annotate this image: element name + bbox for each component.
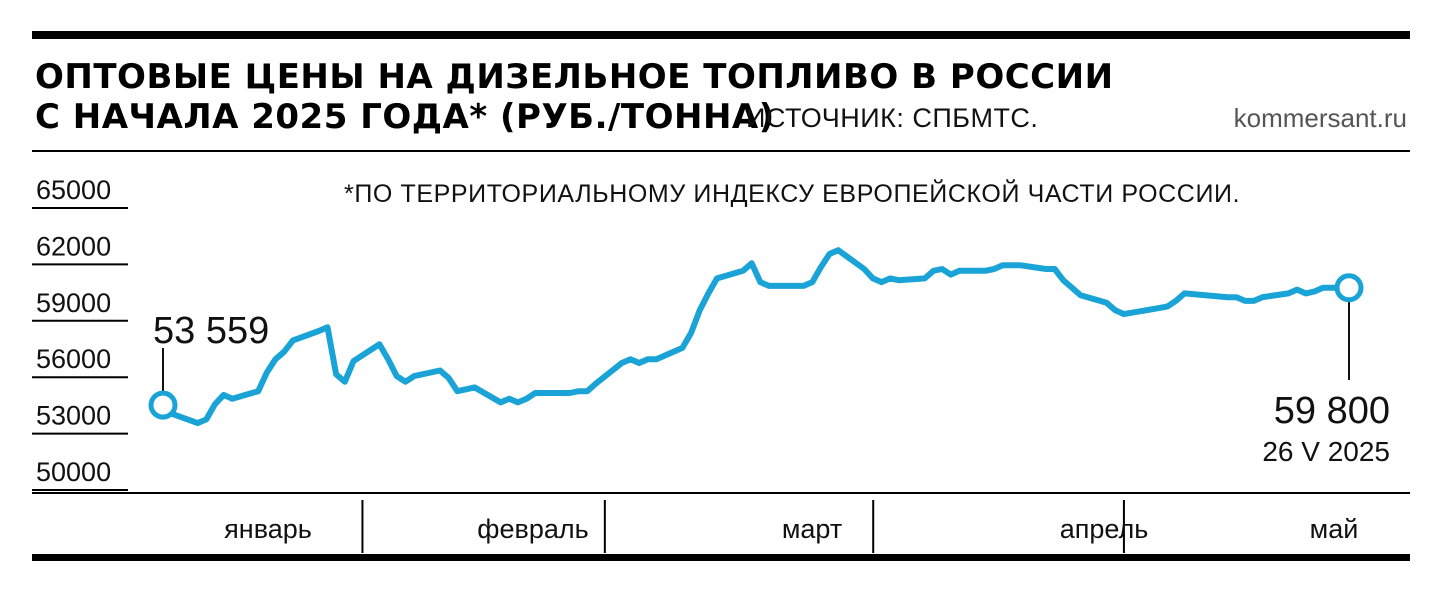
y-tick-label: 59000: [36, 288, 111, 318]
top-rule: [32, 31, 1410, 39]
month-label: май: [1310, 514, 1359, 544]
bottom-rule: [32, 554, 1410, 561]
start-value-label: 53 559: [153, 310, 269, 352]
chart-title-line1: ОПТОВЫЕ ЦЕНЫ НА ДИЗЕЛЬНОЕ ТОПЛИВО В РОСС…: [35, 57, 1114, 97]
source-label: ИСТОЧНИК: СПБМТС.: [746, 103, 1039, 133]
y-tick-label: 50000: [36, 457, 111, 487]
y-tick-label: 62000: [36, 231, 111, 261]
plot-area: 53 559 59 800 26 V 2025: [148, 247, 1390, 467]
month-label: февраль: [477, 514, 588, 544]
x-axis-line: [32, 492, 1410, 494]
end-date-label: 26 V 2025: [1262, 436, 1390, 467]
footnote: *ПО ТЕРРИТОРИАЛЬНОМУ ИНДЕКСУ ЕВРОПЕЙСКОЙ…: [344, 180, 1241, 208]
month-label: апрель: [1060, 514, 1149, 544]
month-axis: январь февраль март апрель май: [224, 500, 1358, 553]
site-label: kommersant.ru: [1233, 103, 1407, 133]
y-tick-label: 56000: [36, 344, 111, 374]
y-tick-label: 53000: [36, 401, 111, 431]
month-label: январь: [224, 514, 312, 544]
series-line: [160, 247, 1352, 427]
end-value-label: 59 800: [1274, 390, 1390, 432]
y-tick-label: 65000: [36, 175, 111, 205]
start-point-marker: [148, 390, 178, 420]
end-point-marker: [1334, 273, 1364, 303]
chart-title-line2: С НАЧАЛА 2025 ГОДА* (РУБ./ТОННА): [35, 97, 775, 137]
month-label: март: [782, 514, 842, 544]
y-axis: 50000 53000 56000 59000 62000 65000: [32, 175, 128, 491]
header-divider: [32, 150, 1410, 152]
